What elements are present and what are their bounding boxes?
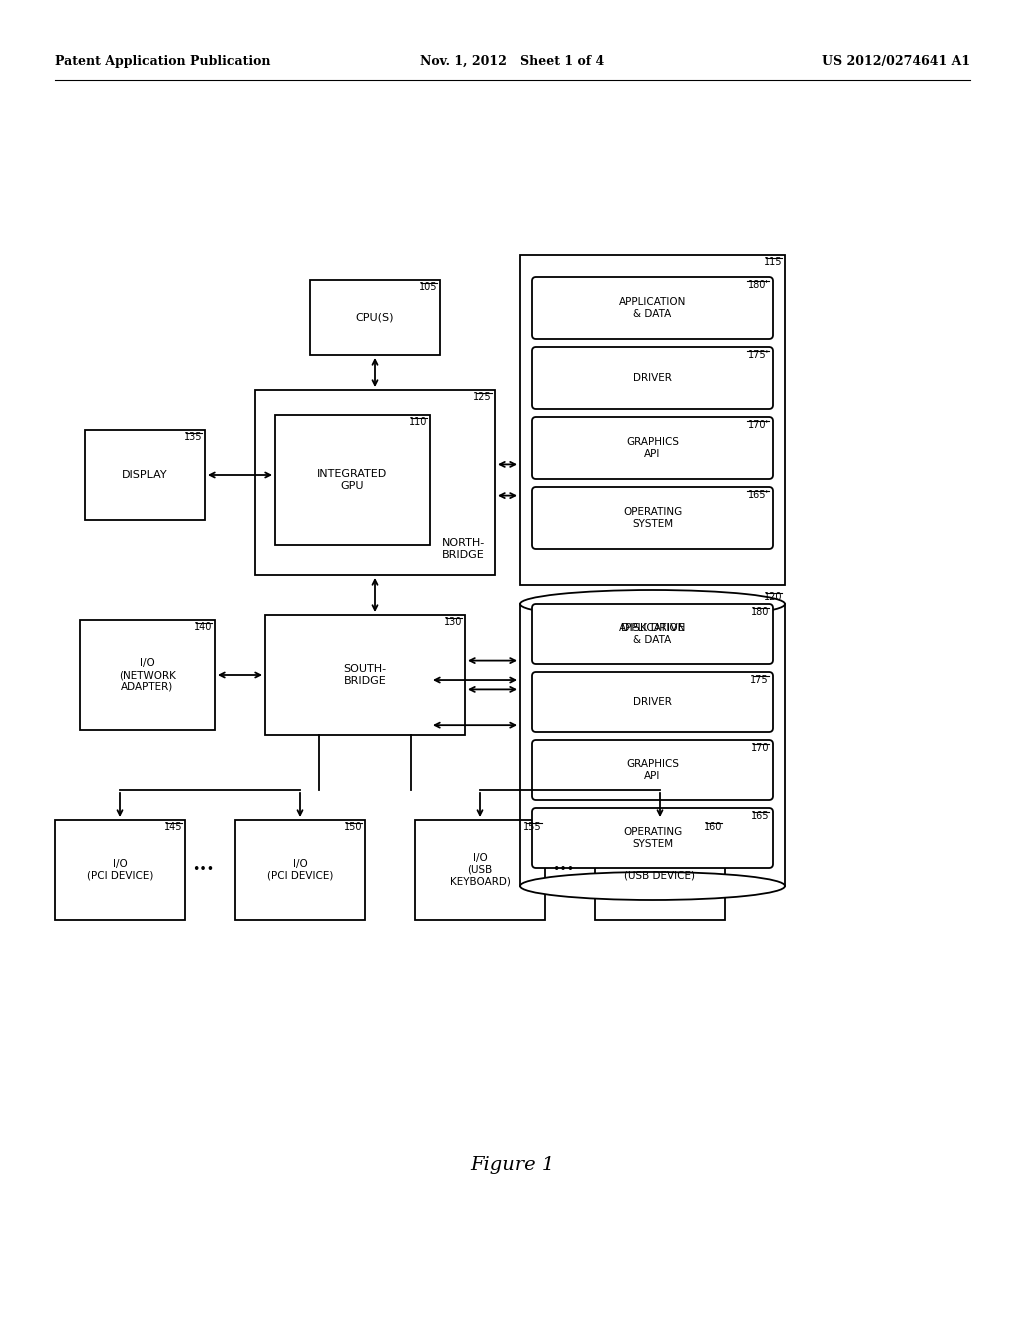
Text: OPERATING
SYSTEM: OPERATING SYSTEM [623,507,682,529]
Text: 125: 125 [473,392,492,403]
Bar [80,620,215,730]
FancyBboxPatch shape [532,808,773,869]
Bar [55,820,185,920]
Text: 150: 150 [343,822,362,832]
Text: 165: 165 [751,810,769,821]
Text: INTEGRATED
GPU: INTEGRATED GPU [317,469,388,491]
FancyBboxPatch shape [532,417,773,479]
Text: 180': 180' [749,280,769,290]
Bar [520,605,785,886]
Text: •••: ••• [552,863,574,876]
Ellipse shape [520,590,785,618]
Bar [521,605,783,759]
Bar [520,255,785,585]
Text: DRIVER: DRIVER [633,697,672,708]
Text: 110: 110 [409,417,427,426]
Text: I/O
(USB DEVICE): I/O (USB DEVICE) [625,859,695,880]
Text: 130: 130 [443,616,462,627]
Text: CPU(S): CPU(S) [355,313,394,322]
Text: I/O
(PCI DEVICE): I/O (PCI DEVICE) [87,859,154,880]
Bar [275,414,430,545]
FancyBboxPatch shape [532,672,773,733]
FancyBboxPatch shape [532,277,773,339]
Text: 115: 115 [764,257,782,267]
Text: 170: 170 [751,743,769,752]
FancyBboxPatch shape [532,741,773,800]
Text: 175: 175 [751,675,769,685]
Bar [234,820,365,920]
Text: 180: 180 [751,607,769,616]
Text: GRAPHICS
API: GRAPHICS API [626,759,679,781]
Bar [265,615,465,735]
Text: Nov. 1, 2012   Sheet 1 of 4: Nov. 1, 2012 Sheet 1 of 4 [420,55,604,69]
Text: Patent Application Publication: Patent Application Publication [55,55,270,69]
Bar [595,820,725,920]
Bar [255,389,495,576]
Text: NORTH-
BRIDGE: NORTH- BRIDGE [441,539,485,560]
Text: 160: 160 [703,822,722,832]
FancyBboxPatch shape [532,347,773,409]
Text: 120: 120 [764,591,782,602]
FancyBboxPatch shape [532,605,773,664]
FancyBboxPatch shape [532,487,773,549]
Text: DISPLAY: DISPLAY [122,470,168,480]
Text: GRAPHICS
API: GRAPHICS API [626,437,679,459]
Text: 170': 170' [748,420,769,430]
Text: SYSTEM
MEMORY: SYSTEM MEMORY [628,277,677,298]
Text: •••: ••• [191,863,214,876]
Bar [85,430,205,520]
Text: 135: 135 [183,432,202,442]
Text: DISK DRIVE: DISK DRIVE [621,623,684,634]
Text: APPLICATION
& DATA: APPLICATION & DATA [618,297,686,319]
Bar [310,280,440,355]
Text: 145: 145 [164,822,182,832]
Text: I/O
(USB
KEYBOARD): I/O (USB KEYBOARD) [450,854,510,887]
Text: US 2012/0274641 A1: US 2012/0274641 A1 [822,55,970,69]
Bar [415,820,545,920]
Text: 140: 140 [194,622,212,632]
Text: Figure 1: Figure 1 [470,1156,554,1173]
Text: 175': 175' [748,350,769,360]
Text: 155: 155 [523,822,542,832]
Text: 165': 165' [748,490,769,500]
Text: 105: 105 [419,282,437,292]
Text: APPLICATION
& DATA: APPLICATION & DATA [618,623,686,644]
Text: I/O
(PCI DEVICE): I/O (PCI DEVICE) [267,859,333,880]
Text: DRIVER: DRIVER [633,374,672,383]
Text: OPERATING
SYSTEM: OPERATING SYSTEM [623,828,682,849]
Ellipse shape [520,873,785,900]
Text: SOUTH-
BRIDGE: SOUTH- BRIDGE [343,664,387,686]
Text: I/O
(NETWORK
ADAPTER): I/O (NETWORK ADAPTER) [119,659,176,692]
